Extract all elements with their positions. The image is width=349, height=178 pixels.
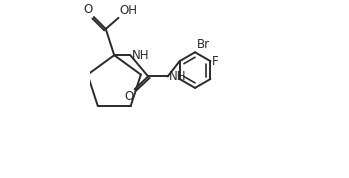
Text: Br: Br bbox=[196, 38, 209, 51]
Text: OH: OH bbox=[120, 4, 138, 17]
Text: O: O bbox=[83, 3, 92, 16]
Text: F: F bbox=[212, 55, 219, 68]
Text: O: O bbox=[124, 90, 133, 103]
Text: NH: NH bbox=[169, 70, 186, 83]
Text: NH: NH bbox=[131, 49, 149, 62]
